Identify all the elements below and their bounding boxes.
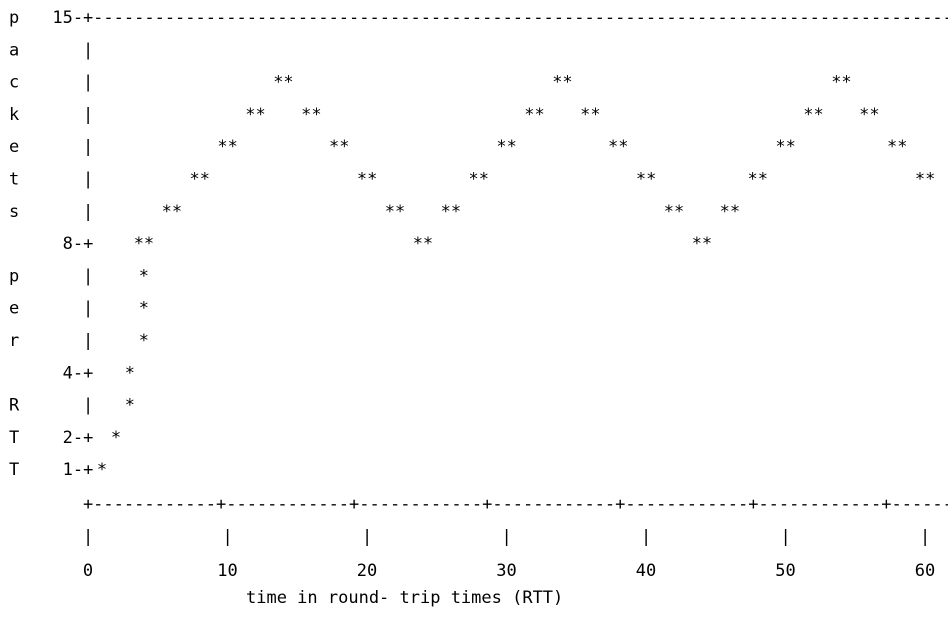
y-tick-mark: -+ (73, 460, 93, 480)
data-point: ** (273, 73, 293, 93)
y-label-letter: s (9, 202, 19, 222)
data-point: ** (190, 170, 210, 190)
x-tick-mark: | (362, 527, 372, 547)
y-label-letter: e (9, 299, 19, 319)
y-label-letter: T (9, 460, 19, 480)
axis-frame: +---------------------------------------… (83, 8, 948, 547)
data-point: ** (357, 170, 377, 190)
y-tick-label: 2 (63, 428, 73, 448)
data-point: ** (413, 234, 433, 254)
y-tick-labels: 15 -8 -+4 -+2 -+1 -+ (52, 8, 93, 480)
data-point: ** (134, 234, 154, 254)
y-axis-bar: | (83, 137, 93, 157)
data-points: ****************************************… (97, 73, 935, 481)
y-label-letter: r (9, 331, 19, 351)
y-label-letter: R (9, 396, 20, 416)
data-point: ** (664, 202, 684, 222)
y-tick-mark: -+ (73, 234, 93, 254)
x-tick-mark: | (780, 527, 790, 547)
y-axis-bar: | (83, 73, 93, 93)
data-point: * (125, 363, 135, 383)
y-label-letter: a (9, 40, 19, 60)
data-point: * (139, 331, 149, 351)
y-label-letter: p (9, 266, 19, 286)
y-label-letter: T (9, 428, 19, 448)
x-tick-label: 40 (636, 561, 656, 581)
y-axis-bar: | (83, 331, 93, 351)
y-axis-bar: | (83, 396, 93, 416)
x-tick-label: 20 (357, 561, 377, 581)
data-point: ** (217, 137, 237, 157)
y-axis-bar: | (83, 40, 93, 60)
y-axis-bar: | (83, 202, 93, 222)
data-point: ** (385, 202, 405, 222)
y-label-letter: t (9, 170, 19, 190)
y-axis-bar: | (83, 299, 93, 319)
x-axis-line: +------------+------------+------------+… (83, 495, 948, 515)
data-point: ** (162, 202, 182, 222)
y-label-letter: c (9, 73, 19, 93)
y-label-letter: p (9, 8, 19, 28)
data-point: * (139, 266, 149, 286)
data-point: ** (887, 137, 907, 157)
data-point: ** (441, 202, 461, 222)
x-tick-labels: 0 10 20 30 40 50 60 (83, 561, 935, 581)
data-point: ** (496, 137, 516, 157)
data-point: ** (301, 105, 321, 125)
y-label-letter: k (9, 105, 19, 125)
data-point: * (139, 299, 149, 319)
y-tick-label: 15 (52, 8, 72, 28)
data-point: ** (831, 73, 851, 93)
x-tick-mark: | (641, 527, 651, 547)
data-point: ** (748, 170, 768, 190)
data-point: ** (775, 137, 795, 157)
data-point: ** (915, 170, 935, 190)
data-point: ** (580, 105, 600, 125)
y-tick-label: 1 (63, 460, 73, 480)
x-tick-label: 60 (915, 561, 935, 581)
top-border-line: +---------------------------------------… (83, 8, 948, 28)
data-point: ** (692, 234, 712, 254)
data-point: ** (608, 137, 628, 157)
data-point: ** (803, 105, 823, 125)
y-tick-mark: -+ (73, 428, 93, 448)
x-tick-mark: | (83, 527, 93, 547)
data-point: ** (245, 105, 265, 125)
y-tick-mark: -+ (73, 363, 93, 383)
data-point: * (97, 460, 107, 480)
data-point: * (111, 428, 121, 448)
x-tick-mark: | (222, 527, 232, 547)
y-axis-bar: | (83, 170, 93, 190)
data-point: ** (720, 202, 740, 222)
x-tick-label: 10 (217, 561, 237, 581)
x-tick-label: 0 (83, 561, 93, 581)
data-point: ** (636, 170, 656, 190)
data-point: ** (469, 170, 489, 190)
y-axis-bar: | (83, 105, 93, 125)
y-tick-label: 4 (63, 363, 73, 383)
y-axis-bar: | (83, 266, 93, 286)
x-axis-label: time in round- trip times (RTT) (246, 588, 563, 608)
data-point: ** (524, 105, 544, 125)
data-point: ** (552, 73, 572, 93)
x-tick-mark: | (920, 527, 930, 547)
x-tick-label: 50 (775, 561, 795, 581)
data-point: ** (859, 105, 879, 125)
y-tick-label: 8 (63, 234, 73, 254)
data-point: ** (329, 137, 349, 157)
x-tick-mark: | (501, 527, 511, 547)
y-tick-mark: - (73, 8, 83, 28)
x-tick-label: 30 (496, 561, 516, 581)
y-label-letter: e (9, 137, 19, 157)
data-point: * (125, 396, 135, 416)
